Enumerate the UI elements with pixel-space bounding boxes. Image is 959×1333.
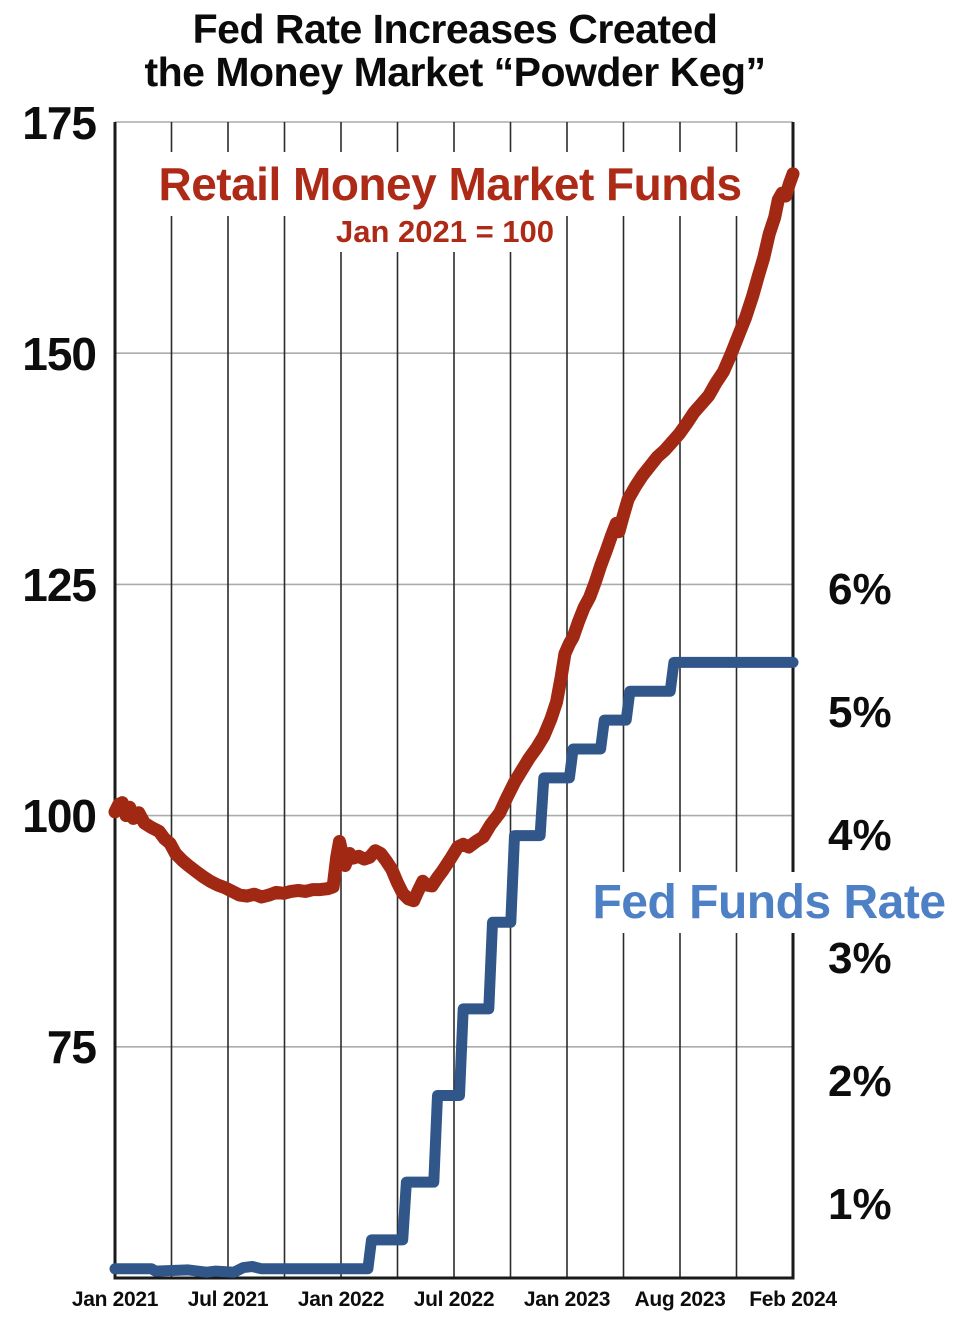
series-label-fed-funds-rate: Fed Funds Rate (582, 872, 956, 933)
x-axis-tick: Jan 2022 (297, 1288, 385, 1311)
left-axis-tick: 125 (22, 559, 97, 611)
left-axis-tick: 75 (46, 1021, 97, 1073)
right-axis-tick: 4% (828, 811, 892, 860)
right-axis-tick: 1% (828, 1180, 892, 1229)
right-axis-tick: 5% (828, 688, 892, 737)
left-axis-tick: 175 (22, 97, 97, 149)
x-axis-tick: Jan 2023 (523, 1288, 611, 1311)
series-label-retail-money-market-funds: Retail Money Market Funds (148, 152, 752, 216)
x-axis-tick: Jul 2021 (187, 1288, 269, 1311)
left-axis-tick: 150 (22, 328, 97, 380)
fed-funds-rate-line (109, 656, 799, 1278)
series-label-index-note: Jan 2021 = 100 (327, 212, 563, 252)
x-axis-tick: Jan 2021 (71, 1288, 159, 1311)
right-axis-tick: 6% (828, 565, 892, 614)
chart-title-line1: Fed Rate Increases Created (192, 6, 718, 52)
x-axis-tick: Aug 2023 (634, 1288, 726, 1311)
right-axis-tick: 2% (828, 1057, 892, 1106)
x-axis-tick: Jul 2022 (413, 1288, 495, 1311)
left-axis-tick: 100 (22, 790, 97, 842)
chart-title-line2: the Money Market “Powder Keg” (144, 48, 766, 95)
retail-money-market-funds-line (108, 167, 800, 908)
chart-title: Fed Rate Increases Created the Money Mar… (0, 8, 910, 93)
x-axis-tick: Feb 2024 (749, 1288, 837, 1311)
right-axis-tick: 3% (828, 934, 892, 983)
